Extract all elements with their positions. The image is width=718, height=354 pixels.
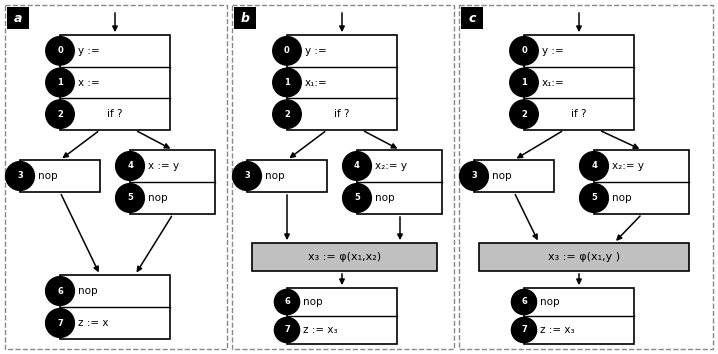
Bar (130, 150, 215, 214)
Circle shape (46, 309, 75, 337)
Text: y :=: y := (78, 46, 99, 56)
Text: y :=: y := (541, 46, 564, 56)
Text: nop: nop (303, 297, 322, 307)
Text: 1: 1 (57, 78, 63, 87)
Text: x :=: x := (78, 78, 99, 87)
Circle shape (342, 152, 371, 181)
Bar (474, 160, 554, 192)
Circle shape (273, 100, 302, 129)
Text: 6: 6 (57, 286, 63, 296)
Text: x₂:= y: x₂:= y (375, 161, 407, 171)
Circle shape (510, 36, 538, 65)
Text: nop: nop (540, 297, 559, 307)
Text: x₃ := φ(x₁,x₂): x₃ := φ(x₁,x₂) (308, 252, 381, 262)
Text: 5: 5 (591, 194, 597, 202)
Circle shape (579, 184, 608, 212)
Text: 7: 7 (284, 325, 290, 335)
Text: 4: 4 (591, 161, 597, 171)
Circle shape (579, 152, 608, 181)
Bar (357, 150, 442, 214)
Text: if ?: if ? (572, 109, 587, 119)
Bar (287, 35, 397, 130)
Circle shape (46, 68, 74, 97)
Text: 3: 3 (244, 171, 250, 181)
Text: x := y: x := y (148, 161, 179, 171)
Text: 4: 4 (127, 161, 133, 171)
Text: 0: 0 (521, 46, 527, 55)
Text: x₁:=: x₁:= (541, 78, 564, 87)
Text: z := x: z := x (78, 318, 108, 328)
Bar (252, 243, 437, 271)
Circle shape (342, 184, 371, 212)
Text: nop: nop (612, 193, 631, 203)
Bar (232, 5, 454, 349)
Circle shape (273, 68, 302, 97)
Text: nop: nop (265, 171, 284, 181)
Circle shape (116, 184, 144, 212)
Circle shape (46, 276, 75, 306)
Text: 2: 2 (284, 110, 290, 119)
Text: if ?: if ? (107, 109, 123, 119)
Circle shape (510, 68, 538, 97)
Bar (60, 35, 170, 130)
Bar (459, 5, 713, 349)
Text: 1: 1 (521, 78, 527, 87)
Text: nop: nop (492, 171, 511, 181)
Text: x₁:=: x₁:= (304, 78, 327, 87)
Circle shape (274, 290, 299, 315)
Circle shape (511, 318, 536, 343)
Bar (524, 35, 634, 130)
Bar (7, 7, 29, 29)
Circle shape (274, 318, 299, 343)
Text: 2: 2 (57, 110, 63, 119)
Text: nop: nop (78, 286, 98, 296)
Text: 6: 6 (284, 297, 290, 307)
Bar (247, 160, 327, 192)
Text: y :=: y := (304, 46, 327, 56)
Text: nop: nop (375, 193, 394, 203)
Text: 1: 1 (284, 78, 290, 87)
Bar (594, 150, 689, 214)
Text: c: c (468, 11, 476, 24)
Text: a: a (14, 11, 22, 24)
Bar (524, 288, 634, 344)
Text: 3: 3 (17, 171, 23, 181)
Text: 0: 0 (57, 46, 63, 55)
Text: 3: 3 (471, 171, 477, 181)
Text: 2: 2 (521, 110, 527, 119)
Bar (287, 288, 397, 344)
Text: 5: 5 (354, 194, 360, 202)
Circle shape (511, 290, 536, 315)
Circle shape (6, 161, 34, 190)
Text: 5: 5 (127, 194, 133, 202)
Text: x₃ := φ(x₁,y ): x₃ := φ(x₁,y ) (548, 252, 620, 262)
Text: x₂:= y: x₂:= y (612, 161, 644, 171)
Circle shape (273, 36, 302, 65)
Circle shape (46, 100, 74, 129)
Circle shape (46, 36, 74, 65)
Bar (60, 275, 170, 339)
Text: if ?: if ? (335, 109, 350, 119)
Text: nop: nop (38, 171, 57, 181)
Text: 0: 0 (284, 46, 290, 55)
Bar (479, 243, 689, 271)
Circle shape (460, 161, 488, 190)
Circle shape (233, 161, 261, 190)
Bar (5, 5, 227, 349)
Text: nop: nop (148, 193, 167, 203)
Text: b: b (241, 11, 249, 24)
Bar (20, 160, 100, 192)
Text: 7: 7 (57, 319, 63, 327)
Bar (461, 7, 483, 29)
Text: z := x₃: z := x₃ (540, 325, 574, 335)
Text: 4: 4 (354, 161, 360, 171)
Circle shape (116, 152, 144, 181)
Text: 6: 6 (521, 297, 527, 307)
Text: 7: 7 (521, 325, 527, 335)
Text: z := x₃: z := x₃ (303, 325, 337, 335)
Circle shape (510, 100, 538, 129)
Bar (234, 7, 256, 29)
